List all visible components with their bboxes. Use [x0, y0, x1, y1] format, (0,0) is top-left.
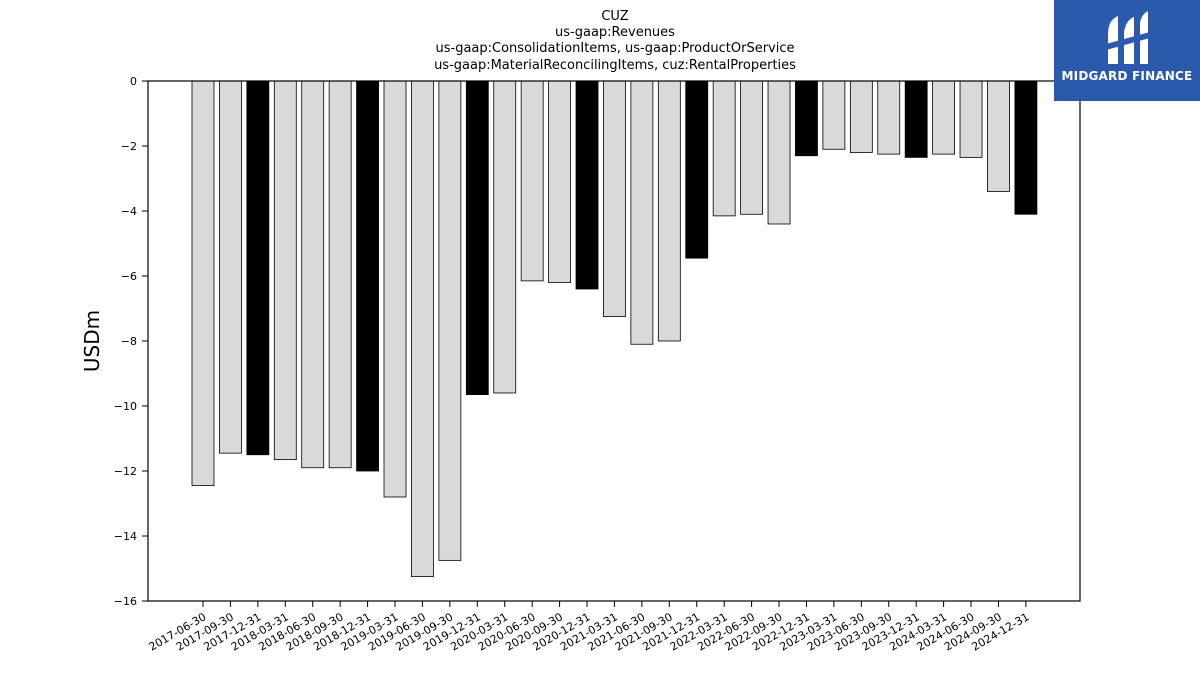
- bar-2019-03-31: [383, 80, 407, 498]
- y-tick-label: −14: [114, 530, 137, 543]
- chart-title-line-4: us-gaap:MaterialReconcilingItems, cuz:Re…: [434, 58, 796, 73]
- bar-2018-09-30: [328, 80, 352, 469]
- bar-2024-12-31: [1014, 80, 1038, 215]
- bar-2021-09-30: [657, 80, 681, 342]
- y-tick-label: −10: [114, 400, 137, 413]
- bar-2021-06-30: [630, 80, 654, 345]
- y-tick-label: −16: [114, 595, 137, 608]
- bar-2024-03-31: [932, 80, 956, 155]
- bar-series: [191, 80, 1038, 578]
- bar-2022-06-30: [740, 80, 763, 215]
- chart-title-line-1: CUZ: [601, 9, 628, 24]
- chart-title-line-2: us-gaap:Revenues: [555, 25, 675, 40]
- chart-title: CUZ us-gaap:Revenues us-gaap:Consolidati…: [434, 9, 796, 73]
- y-axis-label: USDm: [80, 310, 104, 372]
- bar-2019-12-31: [465, 80, 489, 396]
- bar-2017-09-30: [219, 80, 242, 454]
- y-axis: 0 −2 −4 −6 −8 −10 −12 −14 −16: [114, 75, 148, 608]
- x-axis: 2017-06-302017-09-302017-12-312018-03-31…: [147, 601, 1031, 654]
- bar-2020-06-30: [520, 80, 544, 282]
- bar-2024-09-30: [987, 80, 1010, 192]
- y-tick-label: 0: [130, 75, 137, 88]
- bar-2023-03-31: [822, 80, 846, 150]
- bar-2023-06-30: [849, 80, 873, 153]
- bar-2023-12-31: [904, 80, 928, 158]
- bar-2022-03-31: [712, 80, 736, 217]
- y-tick-label: −2: [121, 140, 137, 153]
- bar-2022-12-31: [795, 80, 818, 157]
- bar-2021-03-31: [603, 80, 626, 318]
- chart-title-line-3: us-gaap:ConsolidationItems, us-gaap:Prod…: [436, 41, 795, 56]
- bar-2021-12-31: [685, 80, 709, 259]
- brand-name: MIDGARD FINANCE: [1061, 69, 1193, 83]
- bar-2023-09-30: [877, 80, 901, 155]
- bar-2020-03-31: [493, 80, 517, 394]
- brand-logo: MIDGARD FINANCE: [1054, 0, 1200, 101]
- bar-2018-06-30: [301, 80, 325, 469]
- y-tick-label: −6: [121, 270, 137, 283]
- bar-2018-03-31: [273, 80, 297, 461]
- bar-2019-09-30: [438, 80, 462, 561]
- bar-2017-06-30: [191, 80, 215, 487]
- midgard-logo-icon: [1106, 11, 1150, 64]
- y-tick-label: −4: [121, 205, 137, 218]
- bar-2017-12-31: [246, 80, 270, 456]
- bar-2024-06-30: [959, 80, 983, 158]
- bar-2020-09-30: [548, 80, 571, 283]
- y-tick-label: −8: [121, 335, 137, 348]
- bar-2020-12-31: [575, 80, 599, 290]
- bar-2018-12-31: [356, 80, 379, 472]
- bar-2019-06-30: [411, 80, 434, 578]
- y-tick-label: −12: [114, 465, 137, 478]
- plot-frame: [147, 80, 1081, 602]
- bar-2022-09-30: [767, 80, 791, 225]
